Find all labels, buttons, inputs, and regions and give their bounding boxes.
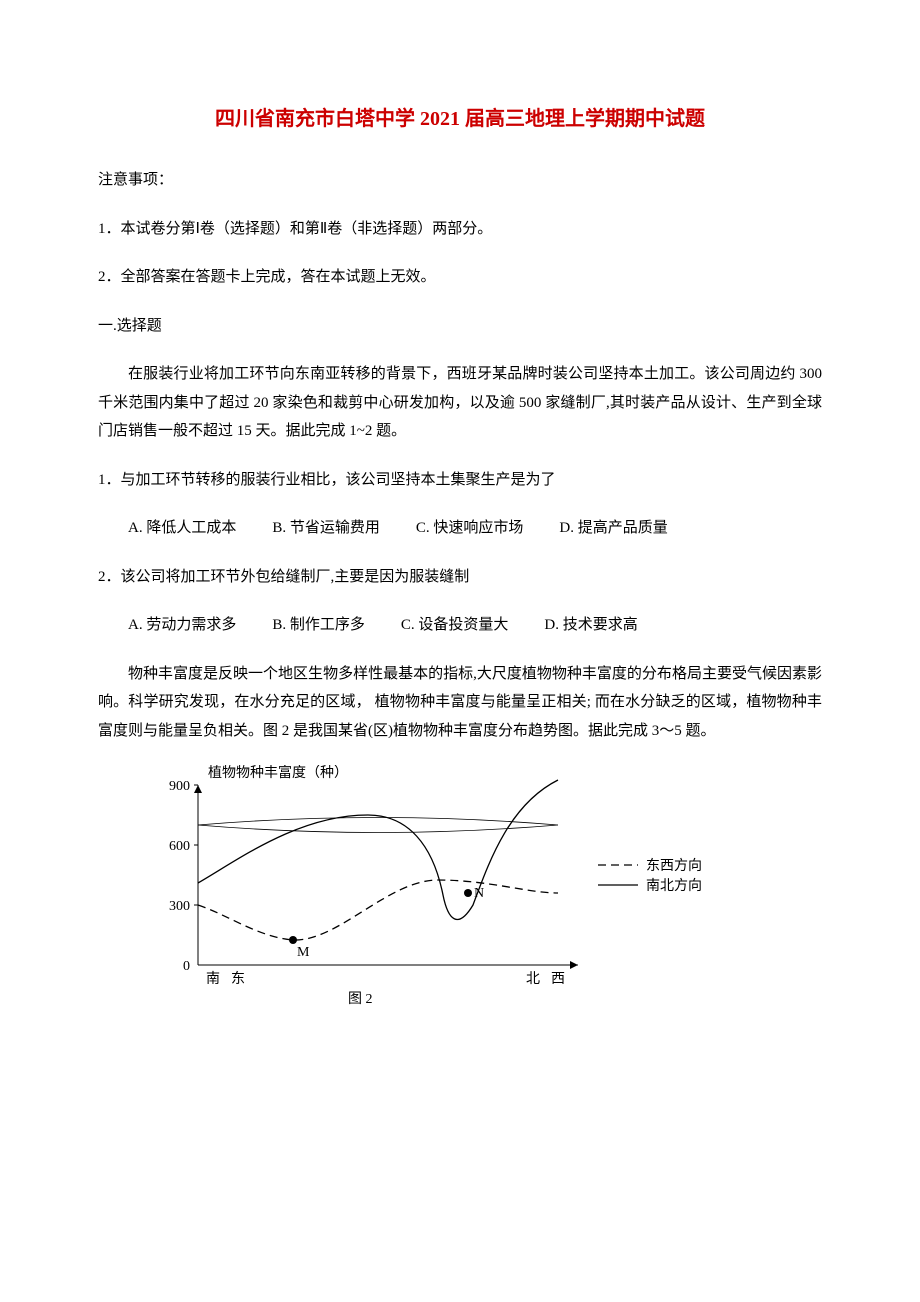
q2-option-a: A. 劳动力需求多 [128,611,236,640]
species-richness-chart: 植物物种丰富度（种） 0 300 600 900 南东 北西 M N 东西方向南北方向图 2 [148,765,822,1026]
passage-1: 在服装行业将加工环节向东南亚转移的背景下，西班牙某品牌时装公司坚持本土加工。该公… [98,360,822,446]
svg-text:东: 东 [231,971,245,987]
q2-option-b: B. 制作工序多 [272,611,365,640]
q1-option-b: B. 节省运输费用 [272,514,380,543]
svg-text:植物物种丰富度（种）: 植物物种丰富度（种） [208,765,348,781]
q2-option-c: C. 设备投资量大 [401,611,509,640]
question-1: 1．与加工环节转移的服装行业相比，该公司坚持本土集聚生产是为了 [98,466,822,495]
notice-label: 注意事项： [98,166,822,195]
svg-text:南: 南 [206,971,220,987]
q1-option-d: D. 提高产品质量 [559,514,667,543]
svg-text:300: 300 [169,899,190,914]
svg-text:北: 北 [526,971,540,987]
question-1-options: A. 降低人工成本 B. 节省运输费用 C. 快速响应市场 D. 提高产品质量 [98,514,822,543]
svg-text:西: 西 [551,972,565,987]
svg-text:图 2: 图 2 [348,992,373,1007]
question-2: 2．该公司将加工环节外包给缝制厂,主要是因为服装缝制 [98,563,822,592]
page-title: 四川省南充市白塔中学 2021 届高三地理上学期期中试题 [98,100,822,138]
svg-text:N: N [474,886,484,901]
passage-2: 物种丰富度是反映一个地区生物多样性最基本的指标,大尺度植物物种丰富度的分布格局主… [98,660,822,746]
svg-text:600: 600 [169,839,190,854]
svg-text:900: 900 [169,779,190,794]
chart-svg: 植物物种丰富度（种） 0 300 600 900 南东 北西 M N 东西方向南北方向图 2 [148,765,748,1015]
svg-text:M: M [297,945,310,960]
question-2-options: A. 劳动力需求多 B. 制作工序多 C. 设备投资量大 D. 技术要求高 [98,611,822,640]
notice-item-1: 1．本试卷分第Ⅰ卷（选择题）和第Ⅱ卷（非选择题）两部分。 [98,215,822,244]
q2-option-d: D. 技术要求高 [544,611,637,640]
svg-text:东西方向: 东西方向 [646,858,702,874]
q1-option-a: A. 降低人工成本 [128,514,236,543]
q1-option-c: C. 快速响应市场 [416,514,524,543]
svg-text:0: 0 [183,959,190,974]
svg-text:南北方向: 南北方向 [646,878,702,894]
notice-item-2: 2．全部答案在答题卡上完成，答在本试题上无效。 [98,263,822,292]
section-label: 一.选择题 [98,312,822,341]
